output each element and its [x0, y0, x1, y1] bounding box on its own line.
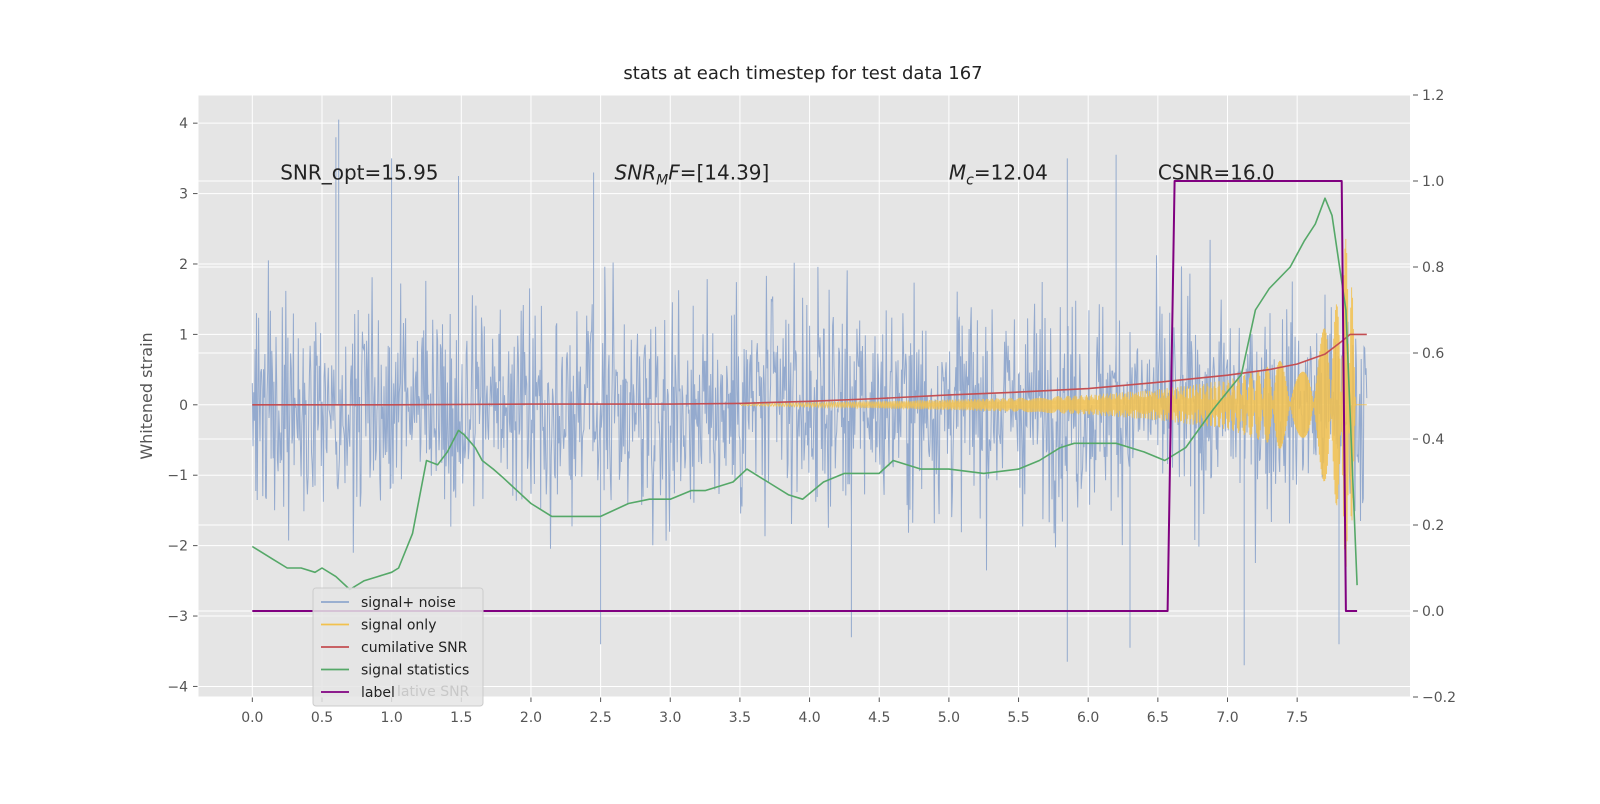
annotation-subscript: c: [966, 172, 974, 188]
legend: lative SNR signal+ noise signal only cumila…: [312, 587, 484, 707]
x-tick-label: 5.5: [1007, 710, 1029, 726]
series-signal-plus-noise-line: [251, 119, 1368, 666]
legend-ghost-text: lative SNR: [397, 684, 470, 700]
x-tick-label: 7.0: [1216, 710, 1238, 726]
y2-tick-label: 0.6: [1422, 346, 1444, 362]
legend-label: label: [361, 685, 395, 701]
x-tick-label: 6.0: [1077, 710, 1099, 726]
y-tick-label: −3: [167, 609, 188, 625]
annotations: SNR_opt=15.95 SNRMF=[14.39] Mc=12.04 CSNR=1…: [280, 160, 1274, 188]
y2-tick-label: 0.8: [1422, 260, 1444, 276]
legend-label: signal only: [361, 618, 436, 634]
annotation-symbol: SNR: [615, 160, 657, 184]
annotation-symbol: F: [668, 160, 680, 184]
y2-tick-label: 1.2: [1422, 88, 1444, 104]
y2-tick-label: −0.2: [1422, 690, 1456, 706]
y-tick-label: −2: [167, 539, 188, 555]
y2-tick-label: 0.2: [1422, 518, 1444, 534]
series-cumilative-snr: [252, 333, 1367, 406]
x-tick-label: 0.0: [241, 710, 263, 726]
x-tick-label: 1.5: [450, 710, 472, 726]
x-tick-label: 7.5: [1286, 710, 1308, 726]
y-tick-label: 0: [179, 398, 188, 414]
y-tick-label: 2: [179, 257, 188, 273]
y2-tick-label: 0.4: [1422, 432, 1444, 448]
x-tick-label: 3.0: [659, 710, 681, 726]
y2-tick-label: 1.0: [1422, 174, 1444, 190]
x-tick-label: 0.5: [311, 710, 333, 726]
x-tick-label: 3.5: [729, 710, 751, 726]
y-tick-label: −4: [167, 679, 188, 695]
legend-label: signal+ noise: [361, 595, 456, 611]
y2-tick-label: 0.0: [1422, 604, 1444, 620]
x-tick-label: 4.5: [868, 710, 890, 726]
series-signal-statistics: [251, 197, 1358, 591]
y-tick-label: −1: [167, 468, 188, 484]
series-signal-only-line: [739, 238, 1367, 569]
y-tick-label: 1: [179, 327, 188, 343]
legend-box: [312, 587, 484, 707]
annotation-3: CSNR=16.0: [1158, 160, 1275, 184]
x-tick-label: 6.5: [1147, 710, 1169, 726]
x-tick-label: 1.0: [381, 710, 403, 726]
x-tick-label: 4.0: [798, 710, 820, 726]
annotation-0: SNR_opt=15.95: [280, 160, 438, 184]
y-axis-label: Whitened strain: [137, 332, 156, 459]
x-tick-label: 2.5: [589, 710, 611, 726]
y-tick-label: 3: [179, 187, 188, 203]
legend-label: signal statistics: [361, 663, 469, 679]
chart-title: stats at each timestep for test data 167: [623, 63, 982, 84]
y-tick-label: 4: [179, 116, 188, 132]
axes: 0.0 0.5 1.0 1.5 2.0 2.5 3.0 3.5 4.0 4.5 5.0 5.5 6.0 6…: [167, 88, 1456, 726]
series-label: [252, 180, 1358, 612]
legend-label: cumilative SNR: [361, 640, 468, 656]
series-lines: [251, 180, 1367, 612]
x-tick-label: 5.0: [938, 710, 960, 726]
annotation-subscript: M: [656, 172, 668, 188]
series-signal-plus-noise: [251, 119, 1368, 666]
x-tick-label: 2.0: [520, 710, 542, 726]
annotation-value: =12.04: [974, 160, 1048, 184]
annotation-1: SNRMF=[14.39]: [615, 160, 770, 188]
annotation-2: Mc=12.04: [949, 160, 1048, 188]
annotation-value: =[14.39]: [680, 160, 770, 184]
series-signal-only: [739, 238, 1367, 569]
annotation-symbol: M: [949, 160, 966, 184]
